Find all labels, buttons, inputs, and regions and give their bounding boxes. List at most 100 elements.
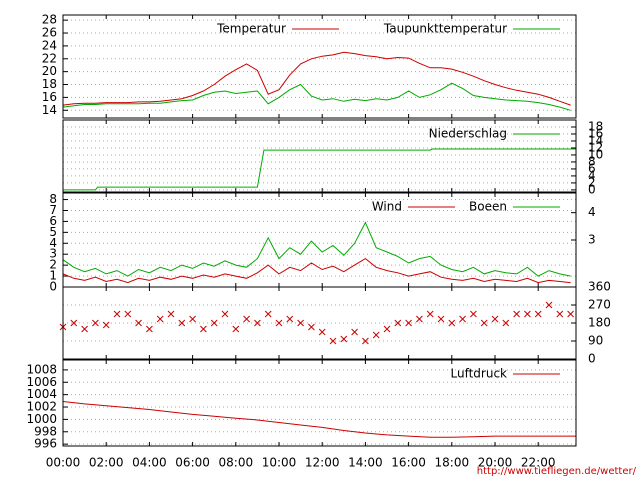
point bbox=[167, 310, 175, 318]
y-tick-label: 1004 bbox=[26, 387, 57, 401]
point bbox=[513, 310, 520, 318]
point bbox=[329, 337, 337, 345]
point bbox=[502, 319, 510, 327]
y-tick-label: 24 bbox=[42, 38, 57, 52]
panel-frame bbox=[62, 286, 577, 360]
point bbox=[308, 323, 315, 331]
y2-tick-label: 14 bbox=[588, 133, 603, 147]
point bbox=[70, 319, 78, 327]
point bbox=[113, 310, 121, 318]
y-tick-label: 6 bbox=[49, 214, 57, 228]
y2-tick-label: 12 bbox=[588, 140, 603, 154]
series-line bbox=[62, 221, 571, 277]
point bbox=[297, 319, 304, 327]
y2-tick-label: 6 bbox=[588, 161, 596, 175]
y-tick-label: 996 bbox=[34, 437, 57, 451]
legend-label: Boeen bbox=[469, 200, 507, 214]
point bbox=[534, 310, 542, 318]
y2-tick-label: 8 bbox=[588, 154, 596, 168]
point bbox=[437, 315, 445, 323]
point bbox=[470, 310, 477, 318]
legend-label: Niederschlag bbox=[429, 127, 507, 141]
y-tick-label: 1000 bbox=[26, 412, 57, 426]
x-tick-label: 16:00 bbox=[391, 456, 426, 470]
point bbox=[135, 319, 142, 327]
y2-tick-label: 18 bbox=[588, 119, 603, 133]
point bbox=[178, 319, 186, 327]
point bbox=[243, 315, 250, 323]
y-tick-label: 1006 bbox=[26, 375, 57, 389]
point bbox=[286, 315, 294, 323]
point bbox=[264, 310, 272, 318]
y-tick-label: 998 bbox=[34, 424, 57, 438]
y-tick-label: 1002 bbox=[26, 400, 57, 414]
y-tick-label: 3 bbox=[49, 247, 57, 261]
y2-tick-label: 4 bbox=[588, 168, 596, 182]
point bbox=[81, 325, 88, 333]
point bbox=[545, 301, 553, 309]
point bbox=[221, 310, 229, 318]
point bbox=[394, 319, 402, 327]
point bbox=[405, 319, 412, 327]
y2-tick-label: 0 bbox=[588, 182, 596, 196]
x-tick-label: 02:00 bbox=[89, 456, 124, 470]
point bbox=[524, 310, 531, 318]
y-tick-label: 7 bbox=[49, 203, 57, 217]
y2-tick-label: 0 bbox=[588, 352, 596, 366]
x-tick-label: 04:00 bbox=[132, 456, 167, 470]
point bbox=[318, 328, 326, 336]
y2-tick-label: 90 bbox=[588, 334, 603, 348]
y-tick-label: 16 bbox=[42, 90, 57, 104]
y-tick-label: 0 bbox=[49, 280, 57, 294]
x-tick-label: 08:00 bbox=[219, 456, 254, 470]
y2-tick-label: 10 bbox=[588, 147, 603, 161]
x-tick-label: 14:00 bbox=[348, 456, 383, 470]
point bbox=[383, 325, 391, 333]
y-tick-label: 28 bbox=[42, 13, 57, 27]
point bbox=[200, 325, 207, 333]
point bbox=[146, 325, 153, 333]
point bbox=[362, 337, 369, 345]
series-line bbox=[63, 148, 576, 191]
y-tick-label: 22 bbox=[42, 51, 57, 65]
point bbox=[92, 319, 99, 327]
point bbox=[372, 331, 380, 339]
point bbox=[340, 335, 348, 343]
point bbox=[189, 315, 196, 323]
point bbox=[102, 321, 110, 329]
point bbox=[448, 319, 456, 327]
y2-tick-label: 16 bbox=[588, 126, 603, 140]
y2-tick-label: 4 bbox=[588, 205, 596, 219]
x-tick-label: 10:00 bbox=[262, 456, 297, 470]
point bbox=[556, 310, 564, 318]
point bbox=[156, 315, 164, 323]
y-tick-label: 14 bbox=[42, 103, 57, 117]
legend-label: Wind bbox=[372, 200, 402, 214]
y2-tick-label: 180 bbox=[588, 316, 611, 330]
legend-label: Luftdruck bbox=[450, 367, 507, 381]
series-line bbox=[62, 82, 571, 111]
x-tick-label: 06:00 bbox=[175, 456, 210, 470]
y2-tick-label: 2 bbox=[588, 175, 596, 189]
series-line bbox=[62, 51, 571, 106]
y-tick-label: 4 bbox=[49, 236, 57, 250]
y-tick-label: 1 bbox=[49, 269, 57, 283]
legend-label: Temperatur bbox=[216, 22, 286, 36]
y-tick-label: 20 bbox=[42, 64, 57, 78]
panel-frame bbox=[62, 119, 577, 193]
x-tick-label: 18:00 bbox=[435, 456, 470, 470]
point bbox=[480, 319, 488, 327]
x-tick-label: 20:00 bbox=[478, 456, 513, 470]
legend-label: Taupunkttemperatur bbox=[383, 22, 507, 36]
y2-tick-label: 3 bbox=[588, 233, 596, 247]
x-tick-label: 22:00 bbox=[521, 456, 556, 470]
point bbox=[459, 315, 466, 323]
panel-frame bbox=[62, 359, 577, 447]
x-tick-label: 12:00 bbox=[305, 456, 340, 470]
y2-tick-label: 360 bbox=[588, 280, 611, 294]
y-tick-label: 1008 bbox=[26, 362, 57, 376]
y-tick-label: 5 bbox=[49, 225, 57, 239]
point bbox=[232, 325, 240, 333]
x-tick-label: 00:00 bbox=[46, 456, 81, 470]
